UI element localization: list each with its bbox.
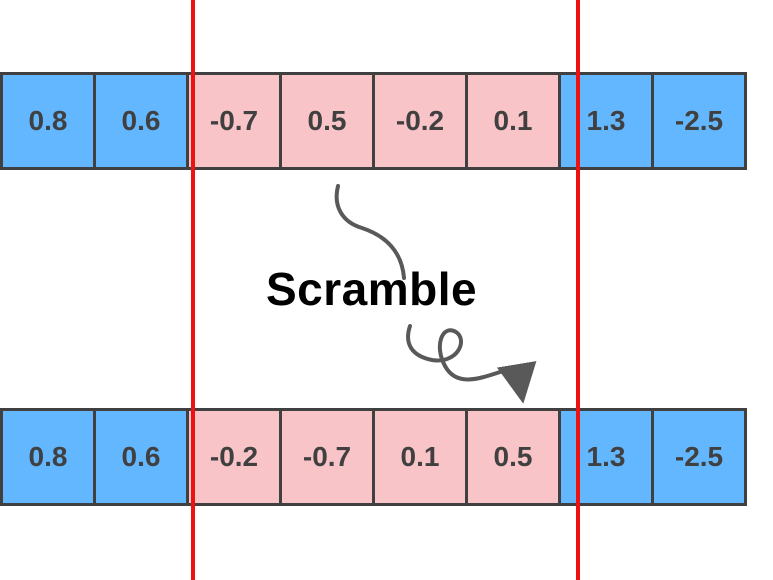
left-boundary-line [191, 0, 195, 580]
scrambled-cell: 0.1 [372, 408, 468, 506]
original-cell: -0.2 [372, 72, 468, 170]
original-cell: 0.1 [465, 72, 561, 170]
scrambled-cell: -2.5 [651, 408, 747, 506]
scramble-label: Scramble [266, 263, 478, 315]
original-row: 0.8 0.6 -0.7 0.5 -0.2 0.1 1.3 -2.5 [0, 72, 770, 170]
original-cell: 0.5 [279, 72, 375, 170]
scrambled-cell: 0.6 [93, 408, 189, 506]
right-boundary-line [576, 0, 580, 580]
arrow-upper-segment [334, 184, 406, 280]
scrambled-row: 0.8 0.6 -0.2 -0.7 0.1 0.5 1.3 -2.5 [0, 408, 770, 506]
original-cell: 0.8 [0, 72, 96, 170]
scrambled-cell: 0.8 [0, 408, 96, 506]
arrow-lower-segment [406, 324, 537, 404]
scrambled-cell: 1.3 [558, 408, 654, 506]
original-cell: -2.5 [651, 72, 747, 170]
scrambled-cell: 0.5 [465, 408, 561, 506]
original-cell: 0.6 [93, 72, 189, 170]
